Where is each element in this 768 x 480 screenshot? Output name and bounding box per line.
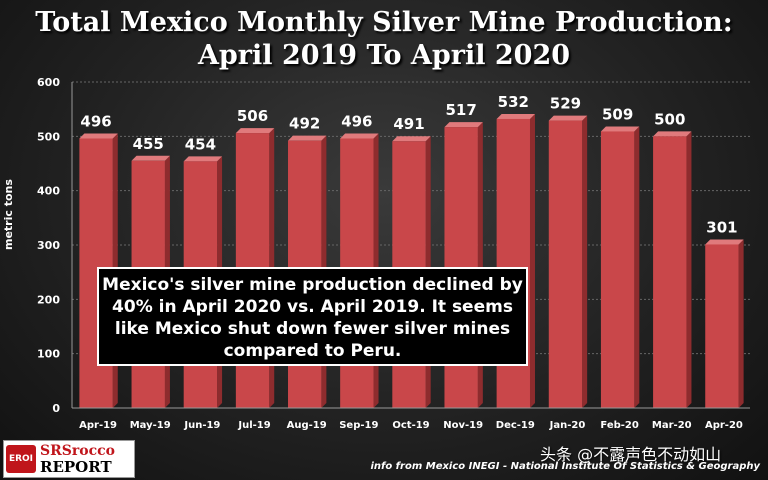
bar — [600, 131, 635, 408]
bar-value-label: 454 — [185, 135, 216, 153]
x-tick-label: Jul-19 — [237, 420, 270, 431]
bar-value-label: 455 — [133, 135, 164, 153]
bar-top — [444, 122, 483, 128]
bar-top — [496, 113, 535, 119]
bar-value-label: 491 — [393, 115, 424, 133]
y-tick-label: 400 — [37, 185, 60, 198]
bar — [653, 136, 687, 409]
x-tick-label: Jan-20 — [549, 420, 586, 431]
y-tick-label: 100 — [37, 348, 60, 361]
bar-top — [653, 131, 692, 137]
bar-top — [79, 133, 118, 139]
x-tick-label: May-19 — [130, 420, 171, 431]
title-line-2: April 2019 To April 2020 — [197, 40, 571, 71]
annotation-box: Mexico's silver mine production declined… — [97, 267, 528, 366]
x-tick-label: Feb-20 — [600, 420, 638, 431]
title-line-1: Total Mexico Monthly Silver Mine Product… — [35, 7, 733, 38]
logo-line-1: SRSrocco — [40, 443, 115, 459]
x-tick-label: Nov-19 — [443, 420, 483, 431]
bar-top — [235, 128, 275, 134]
watermark: 头条 @不露声色不动如山 — [540, 445, 722, 464]
x-tick-label: Oct-19 — [392, 420, 429, 431]
bar-side — [582, 115, 588, 409]
y-tick-label: 600 — [37, 76, 60, 89]
bar-top — [392, 136, 431, 142]
y-axis-ticks: 0 100 200 300 400 500 600 — [37, 76, 60, 415]
bar — [548, 120, 583, 409]
bar-side — [686, 131, 692, 409]
bar-top — [340, 133, 379, 139]
bar-side — [529, 113, 535, 409]
bar-side — [738, 239, 744, 408]
bar-value-label: 496 — [80, 113, 111, 131]
x-tick-label: Jun-19 — [183, 420, 220, 431]
x-tick-label: Aug-19 — [287, 420, 327, 431]
y-tick-label: 300 — [37, 239, 60, 252]
chart-title: Total Mexico Monthly Silver Mine Product… — [0, 6, 768, 72]
bar-value-label: 492 — [289, 115, 320, 133]
bar-top — [183, 156, 223, 162]
bar-value-label: 506 — [237, 107, 268, 125]
x-tick-label: Apr-19 — [79, 420, 117, 431]
bar-value-label: 496 — [341, 113, 372, 131]
x-tick-label: Mar-20 — [652, 420, 692, 431]
logo-line-2: REPORT — [40, 458, 112, 476]
y-axis-label: metric tons — [2, 179, 15, 250]
y-tick-label: 500 — [37, 130, 60, 143]
bar-top — [548, 115, 588, 121]
x-tick-label: Sep-19 — [339, 420, 378, 431]
bar-value-label: 301 — [706, 218, 737, 236]
bar-top — [288, 135, 327, 141]
x-axis-ticks: Apr-19 May-19 Jun-19 Jul-19 Aug-19 Sep-19 Oct-… — [79, 420, 743, 431]
bar-top — [131, 155, 170, 161]
logo-badge: EROI — [6, 445, 36, 473]
bar-value-label: 509 — [602, 105, 633, 123]
y-tick-label: 0 — [52, 402, 60, 415]
bar-top — [600, 126, 640, 132]
y-tick-label: 200 — [37, 293, 60, 306]
bar-value-label: 517 — [445, 101, 476, 119]
bar — [705, 244, 739, 408]
x-tick-label: Dec-19 — [496, 420, 535, 431]
srsrocco-logo: EROI SRSrocco REPORT — [3, 440, 135, 478]
x-tick-label: Apr-20 — [705, 420, 743, 431]
bar-value-label: 500 — [654, 110, 685, 128]
bar-side — [634, 126, 640, 409]
bar-value-label: 532 — [498, 93, 529, 111]
bar-top — [705, 239, 744, 245]
source-note: info from Mexico INEGI - National Instit… — [370, 461, 760, 472]
bar-value-label: 529 — [550, 95, 581, 113]
